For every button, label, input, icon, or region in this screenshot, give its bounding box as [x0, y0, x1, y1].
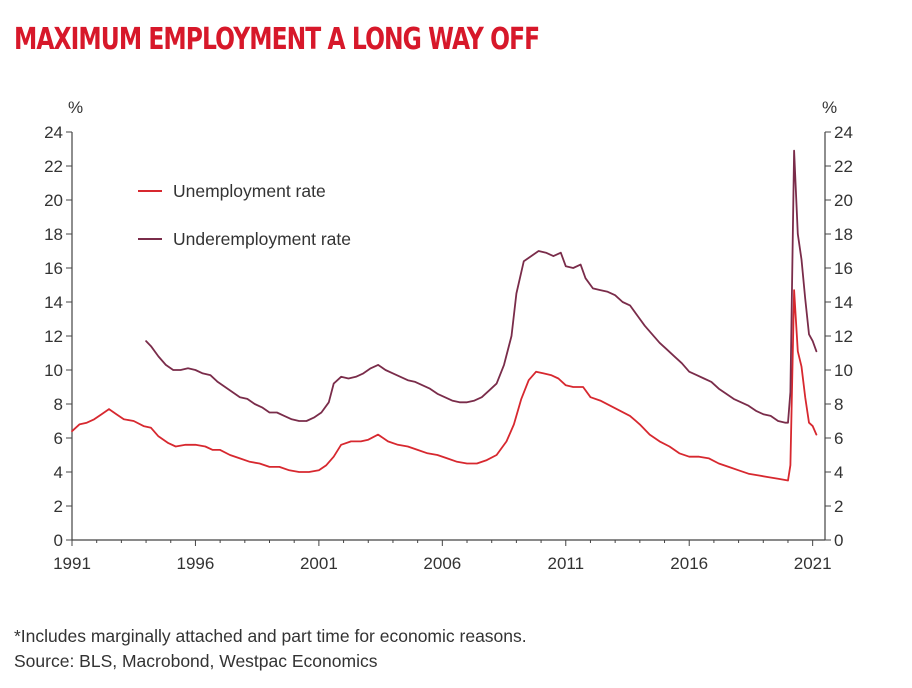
y-tick-label-right: 12 — [834, 327, 853, 346]
x-tick-label: 2011 — [547, 554, 584, 573]
y-tick-label-right: 0 — [834, 531, 843, 550]
y-tick-label-left: 12 — [44, 327, 63, 346]
footnote-source: Source: BLS, Macrobond, Westpac Economic… — [14, 651, 378, 671]
legend-label: Underemployment rate — [173, 229, 351, 249]
footnote: *Includes marginally attached and part t… — [14, 624, 527, 674]
x-tick-label: 2021 — [794, 554, 832, 573]
y-tick-label-right: 20 — [834, 191, 853, 210]
y-tick-label-left: 10 — [44, 361, 63, 380]
y-tick-label-right: 4 — [834, 463, 843, 482]
y-tick-label-right: 18 — [834, 225, 853, 244]
y-tick-label-left: 8 — [54, 395, 63, 414]
legend: Unemployment rate Underemployment rate — [138, 181, 351, 249]
y-tick-label-right: 8 — [834, 395, 843, 414]
x-tick-label: 2006 — [423, 554, 461, 573]
chart-title: MAXIMUM EMPLOYMENT A LONG WAY OFF — [14, 22, 540, 57]
y-tick-label-right: 24 — [834, 123, 853, 142]
x-tick-label: 1996 — [177, 554, 215, 573]
legend-label: Unemployment rate — [173, 181, 326, 201]
y-tick-label-left: 14 — [44, 293, 63, 312]
y-tick-label-right: 16 — [834, 259, 853, 278]
y-tick-label-left: 24 — [44, 123, 63, 142]
y-tick-label-left: 6 — [54, 429, 63, 448]
y-tick-label-left: 2 — [54, 497, 63, 516]
y-tick-label-left: 20 — [44, 191, 63, 210]
y-tick-label-right: 14 — [834, 293, 853, 312]
y-tick-label-left: 4 — [54, 463, 63, 482]
x-tick-label: 2001 — [300, 554, 338, 573]
series-line-unemployment-rate — [71, 289, 818, 482]
y-tick-label-left: 0 — [54, 531, 63, 550]
y-tick-label-left: 22 — [44, 157, 63, 176]
y-tick-label-right: 2 — [834, 497, 843, 516]
y-axis-unit-left: % — [68, 98, 83, 117]
y-tick-label-right: 22 — [834, 157, 853, 176]
y-tick-label-left: 16 — [44, 259, 63, 278]
y-tick-label-right: 6 — [834, 429, 843, 448]
y-tick-label-right: 10 — [834, 361, 853, 380]
series-line-underemployment-rate — [145, 149, 818, 424]
x-tick-label: 2016 — [670, 554, 708, 573]
y-axis-unit-right: % — [822, 98, 837, 117]
y-tick-label-left: 18 — [44, 225, 63, 244]
series-lines — [71, 149, 818, 482]
x-tick-label: 1991 — [53, 554, 91, 573]
footnote-note: *Includes marginally attached and part t… — [14, 626, 527, 646]
